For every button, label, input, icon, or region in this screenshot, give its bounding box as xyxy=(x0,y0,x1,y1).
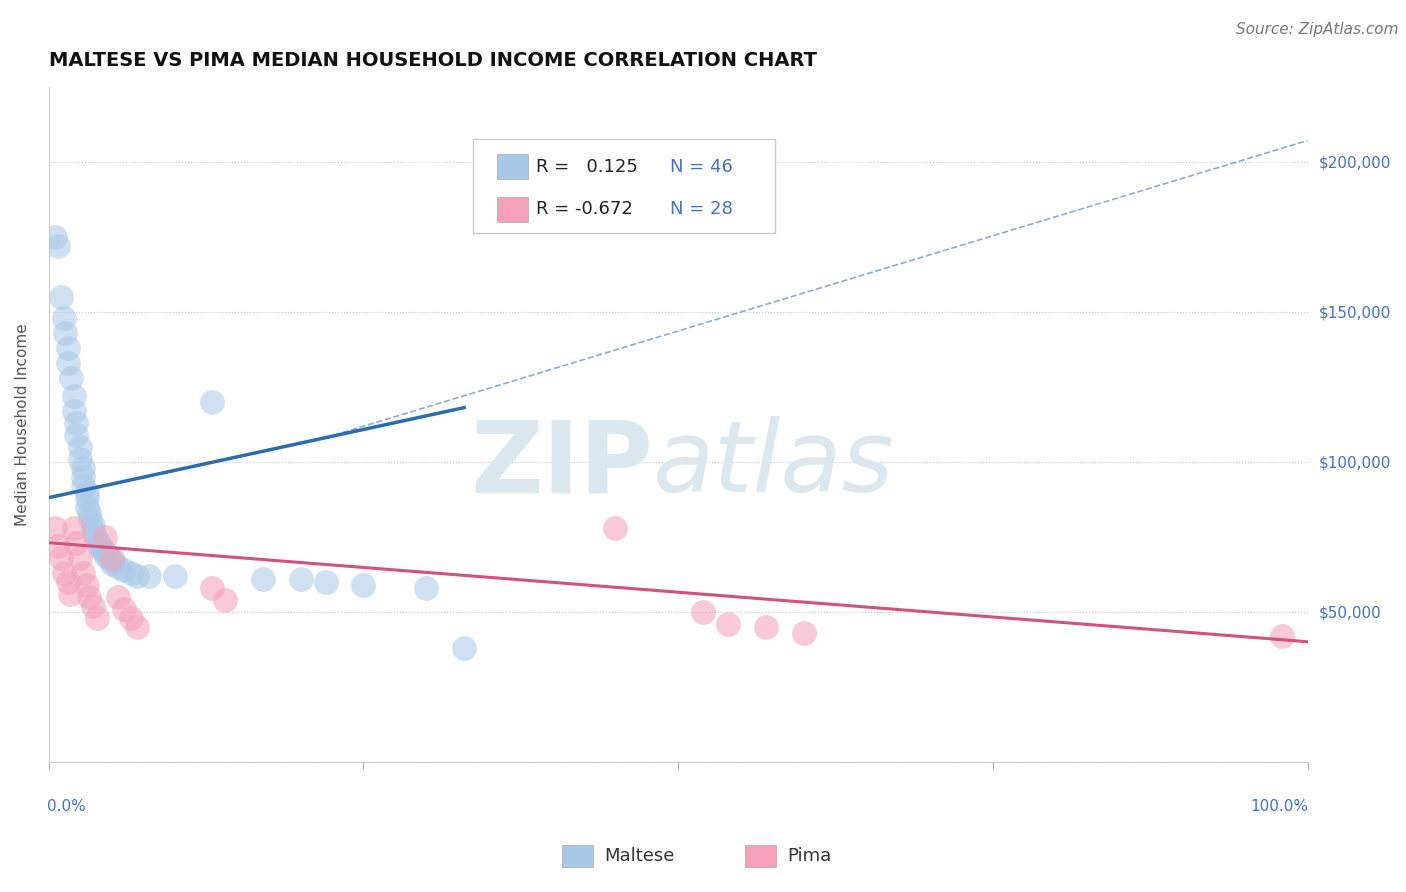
Point xyxy=(120,611,142,625)
Point xyxy=(94,544,117,558)
Text: 0.0%: 0.0% xyxy=(48,799,86,814)
Point xyxy=(65,416,87,430)
Point xyxy=(69,451,91,466)
Point xyxy=(453,640,475,655)
Point xyxy=(717,616,740,631)
Point xyxy=(60,370,83,384)
Point xyxy=(63,389,86,403)
Point xyxy=(793,625,815,640)
Point xyxy=(69,550,91,565)
Point xyxy=(605,521,627,535)
Point xyxy=(44,229,66,244)
Point xyxy=(52,566,75,580)
Point xyxy=(82,517,104,532)
Text: ZIP: ZIP xyxy=(470,417,652,513)
Point xyxy=(86,611,108,625)
Point xyxy=(82,524,104,538)
Text: N = 46: N = 46 xyxy=(669,158,733,176)
Text: Pima: Pima xyxy=(787,847,831,865)
Point xyxy=(76,578,98,592)
Text: R = -0.672: R = -0.672 xyxy=(536,201,633,219)
Point xyxy=(107,559,129,574)
Text: atlas: atlas xyxy=(652,417,894,513)
Text: MALTESE VS PIMA MEDIAN HOUSEHOLD INCOME CORRELATION CHART: MALTESE VS PIMA MEDIAN HOUSEHOLD INCOME … xyxy=(49,51,817,70)
Text: R =   0.125: R = 0.125 xyxy=(536,158,638,176)
Point xyxy=(56,574,79,589)
Y-axis label: Median Household Income: Median Household Income xyxy=(15,323,30,525)
Point xyxy=(76,484,98,499)
Text: Maltese: Maltese xyxy=(605,847,675,865)
Point xyxy=(87,535,110,549)
Point xyxy=(77,590,100,604)
Point xyxy=(53,326,76,340)
Point xyxy=(63,521,86,535)
Point xyxy=(692,605,714,619)
Point xyxy=(72,469,94,483)
Point xyxy=(112,563,135,577)
Point xyxy=(63,403,86,417)
Point xyxy=(51,290,73,304)
Point xyxy=(755,620,778,634)
Point xyxy=(98,550,121,565)
Point xyxy=(44,521,66,535)
Point xyxy=(94,548,117,562)
Point xyxy=(76,500,98,514)
Point xyxy=(87,539,110,553)
Point xyxy=(65,427,87,442)
Point xyxy=(100,557,122,571)
Point xyxy=(72,460,94,475)
Point xyxy=(201,394,224,409)
Point xyxy=(120,566,142,580)
Point xyxy=(69,440,91,454)
Point xyxy=(82,599,104,613)
Point xyxy=(79,511,101,525)
Point xyxy=(72,478,94,492)
Point xyxy=(112,601,135,615)
Point xyxy=(107,590,129,604)
Point xyxy=(415,581,437,595)
Point xyxy=(77,506,100,520)
Point xyxy=(72,566,94,580)
Point xyxy=(46,539,69,553)
Text: Source: ZipAtlas.com: Source: ZipAtlas.com xyxy=(1236,22,1399,37)
Point xyxy=(65,535,87,549)
Point xyxy=(90,541,112,556)
Point xyxy=(56,356,79,370)
Point xyxy=(201,581,224,595)
Point xyxy=(46,238,69,252)
Point xyxy=(315,574,337,589)
Point xyxy=(252,572,274,586)
Point xyxy=(76,491,98,505)
Point xyxy=(138,568,160,582)
Point xyxy=(290,572,312,586)
Point xyxy=(214,592,236,607)
Point xyxy=(100,554,122,568)
Text: N = 28: N = 28 xyxy=(669,201,733,219)
Point xyxy=(352,578,374,592)
Point xyxy=(51,550,73,565)
Point xyxy=(52,310,75,325)
Point xyxy=(94,530,117,544)
Point xyxy=(100,550,122,565)
Point xyxy=(1271,629,1294,643)
Text: 100.0%: 100.0% xyxy=(1251,799,1309,814)
Point xyxy=(59,587,82,601)
Point xyxy=(84,530,107,544)
Point xyxy=(56,341,79,355)
Point xyxy=(125,620,148,634)
Point xyxy=(125,568,148,582)
Point xyxy=(163,568,186,582)
